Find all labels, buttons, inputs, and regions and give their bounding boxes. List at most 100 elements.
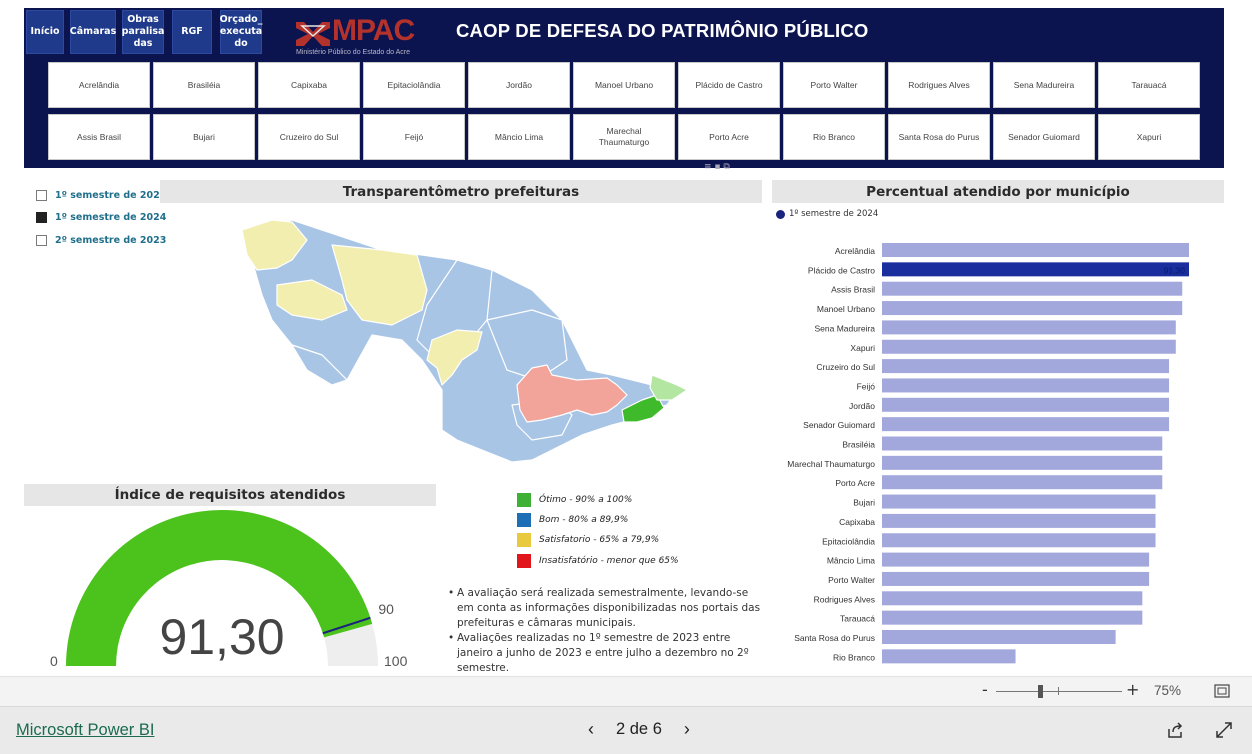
power-bi-link[interactable]: Microsoft Power BI [16,721,155,739]
nav-obras-paralisadas-button[interactable]: Obras paralisa das [122,10,164,54]
bar[interactable] [882,417,1170,432]
nav-inicio-button[interactable]: Início [26,10,64,54]
bar-category-label: Sena Madureira [815,323,876,333]
municipality-button[interactable]: Sena Madureira [993,62,1095,108]
bar-category-label: Cruzeiro do Sul [816,362,875,372]
gauge-max-label: 100 [384,653,408,669]
bar[interactable] [882,630,1116,644]
checkbox-icon[interactable] [36,235,47,246]
bar[interactable] [882,513,1156,528]
semester-option-3[interactable]: 2º semestre de 2023 [36,235,166,246]
municipality-button[interactable]: Brasiléia [153,62,255,108]
zoom-slider[interactable] [996,691,1122,692]
municipality-button[interactable]: Manoel Urbano [573,62,675,108]
legend-otimo: Ótimo - 90% a 100% [517,493,632,507]
municipality-button[interactable]: Jordão [468,62,570,108]
acre-map[interactable] [232,210,692,470]
bar[interactable] [882,455,1163,470]
fit-to-page-icon[interactable] [1214,684,1230,698]
bar[interactable] [882,591,1143,606]
bar[interactable] [882,533,1156,548]
checkbox-icon[interactable] [36,212,47,223]
nav-camaras-button[interactable]: Câmaras [70,10,116,54]
fullscreen-icon[interactable] [1215,721,1233,739]
bar-category-label: Xapuri [850,343,875,353]
bar-chart-title: Percentual atendido por município [772,180,1224,203]
legend-label: Satisfatorio - 65% a 79,9% [539,535,660,545]
legend-dot-icon [776,209,785,219]
bar[interactable] [882,649,1016,664]
zoom-out-button[interactable]: - [982,680,988,699]
municipality-button[interactable]: Tarauacá [1098,62,1200,108]
municipality-button[interactable]: Assis Brasil [48,114,150,160]
municipality-button[interactable]: Cruzeiro do Sul [258,114,360,160]
bar[interactable] [882,397,1170,412]
map-title: Transparentômetro prefeituras [160,180,762,203]
checkbox-icon[interactable] [36,190,47,201]
header-banner: Início Câmaras Obras paralisa das RGF Orça… [24,8,1224,172]
municipality-button[interactable]: Epitaciolândia [363,62,465,108]
bar[interactable] [882,475,1163,490]
previous-page-button[interactable]: ‹ [588,719,594,739]
municipality-button[interactable]: Capixaba [258,62,360,108]
municipality-button[interactable]: Santa Rosa do Purus [888,114,990,160]
bar-category-label: Porto Acre [835,478,875,488]
bar[interactable] [882,610,1143,625]
municipality-button[interactable]: Bujari [153,114,255,160]
semester-option-2[interactable]: 1º semestre de 2024 [36,212,166,223]
bar[interactable] [882,243,1189,257]
bar[interactable] [882,262,1189,277]
next-page-button[interactable]: › [683,719,690,739]
bar-category-label: Plácido de Castro [808,265,875,275]
municipality-button[interactable]: Xapuri [1098,114,1200,160]
bar[interactable] [882,552,1150,567]
legend-label: Insatisfatório - menor que 65% [539,556,679,566]
municipality-button[interactable]: Acrelândia [48,62,150,108]
municipality-button[interactable]: Plácido de Castro [678,62,780,108]
bar[interactable] [882,320,1176,335]
nav-rgf-button[interactable]: RGF [172,10,212,54]
municipality-button[interactable]: Senador Guiomard [993,114,1095,160]
municipality-button[interactable]: Porto Acre [678,114,780,160]
bar[interactable] [882,281,1183,296]
gauge-fill [66,510,373,666]
legend-swatch [517,554,531,568]
bar-category-label: Epitaciolândia [822,536,875,546]
semester-option-1[interactable]: 1º semestre de 2023 [36,190,166,201]
municipality-button[interactable]: Mâncio Lima [468,114,570,160]
zoom-in-button[interactable]: + [1126,680,1140,699]
zoom-slider-thumb[interactable] [1038,685,1043,698]
municipality-button[interactable]: Rodrigues Alves [888,62,990,108]
nav-orcado-executado-button[interactable]: Orçado_ executa do [220,10,262,54]
municipality-button[interactable]: Porto Walter [783,62,885,108]
page-indicator: 2 de 6 [616,720,662,738]
bar[interactable] [882,359,1170,374]
footer: Microsoft Power BI ‹ 2 de 6 › [0,706,1252,754]
share-icon[interactable] [1166,721,1184,739]
bar-category-label: Bujari [853,498,875,508]
bar-chart[interactable]: Acrelândia Plácido de Castro 91,30 Assis Br… [772,206,1224,672]
bar-data-label: 91,30 [1164,265,1186,275]
municipality-button[interactable]: Rio Branco [783,114,885,160]
semester-label: 2º semestre de 2023 [55,235,167,246]
logo-text: MPAC [332,14,415,47]
gauge-target-label: 90 [378,601,394,617]
zoom-slider-tick [1058,687,1059,695]
zoom-level: 75% [1154,683,1182,698]
bar-category-label: Porto Walter [828,575,875,585]
bar-chart-legend: 1º semestre de 2024 [776,209,878,219]
bar[interactable] [882,301,1183,316]
gauge-chart[interactable]: 91,30 0 100 90 [24,506,436,674]
bar-category-label: Santa Rosa do Purus [794,633,875,643]
municipality-button[interactable]: Feijó [363,114,465,160]
bar-category-label: Rodrigues Alves [814,594,875,604]
semester-label: 1º semestre de 2023 [55,190,167,201]
visual-header-icons[interactable]: ≡ ▪ ⧉ [704,162,730,172]
bar[interactable] [882,436,1163,451]
bar[interactable] [882,378,1170,393]
bar[interactable] [882,571,1150,586]
bar[interactable] [882,339,1176,354]
bar[interactable] [882,494,1156,509]
municipality-button[interactable]: Marechal Thaumaturgo [573,114,675,160]
page-navigator: ‹ 2 de 6 › [588,719,690,740]
